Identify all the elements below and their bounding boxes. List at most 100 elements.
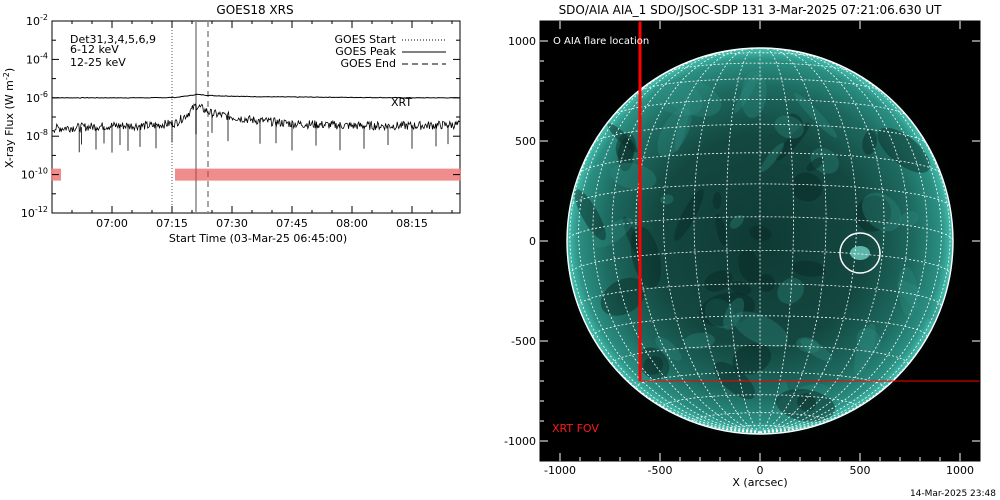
grid-line <box>698 52 822 59</box>
channel-label-det: Det31,3,4,5,6,9 <box>70 33 156 46</box>
disk-feature <box>757 274 776 292</box>
footer-timestamp: 14-Mar-2025 23:48 <box>910 489 996 499</box>
aia-x-axis-label: X (arcsec) <box>732 476 787 489</box>
xrt-label: XRT <box>391 96 412 109</box>
disk-feature <box>862 130 877 155</box>
xrt-observation-ticks <box>51 168 461 181</box>
disk-feature <box>662 77 722 117</box>
disk-feature <box>574 189 606 241</box>
y-tick-label: 10-2 <box>26 13 48 28</box>
legend-goes-peak-label: GOES Peak <box>335 45 396 58</box>
disk-feature <box>729 214 744 229</box>
disk-feature <box>777 277 804 304</box>
grid-line <box>592 315 928 337</box>
disk-feature <box>617 138 634 172</box>
grid-line <box>726 48 761 433</box>
x-tick-label: 08:15 <box>396 217 428 230</box>
disk-feature <box>897 280 946 324</box>
heliographic-grid <box>567 48 953 433</box>
goes-time-markers <box>171 21 209 213</box>
aia-x-tick-label: 500 <box>850 464 871 477</box>
y-tick-label: 10-10 <box>21 167 48 182</box>
disk-feature <box>777 379 791 434</box>
disk-feature <box>796 337 820 353</box>
disk-feature <box>600 277 646 316</box>
disk-feature <box>715 213 727 247</box>
disk-feature <box>797 393 817 412</box>
channel-label-6-12kev: 6-12 keV <box>70 43 119 56</box>
aia-y-tick-label: 1000 <box>508 35 536 48</box>
grid-line <box>569 87 761 433</box>
aia-x-axis: -1000 -500 0 500 1000 <box>544 21 974 477</box>
grid-line <box>578 60 761 433</box>
xrt-fov-box <box>639 21 980 382</box>
disk-feature <box>738 249 761 283</box>
goes-x-axis: 07:00 07:15 07:30 07:45 08:00 08:15 <box>51 21 453 230</box>
disk-feature <box>704 270 733 292</box>
legend-goes-start-label: GOES Start <box>335 33 397 46</box>
disk-feature <box>749 225 772 241</box>
grid-line <box>578 283 942 307</box>
disk-feature <box>734 73 758 113</box>
grid-line <box>567 216 953 242</box>
grid-line <box>635 48 761 433</box>
disk-feature <box>623 216 641 256</box>
disk-feature <box>705 298 735 328</box>
disk-feature <box>854 323 876 376</box>
x-tick-label: 08:00 <box>336 217 368 230</box>
x-tick-label: 07:15 <box>156 217 188 230</box>
goes-x-axis-label: Start Time (03-Mar-25 06:45:00) <box>169 232 347 245</box>
goes-series-line <box>52 93 461 99</box>
grid-line <box>759 48 794 433</box>
grid-line <box>693 48 761 433</box>
flare-location-marker <box>839 232 881 274</box>
disk-feature <box>861 192 902 232</box>
flare-brightening <box>850 246 870 260</box>
grid-line <box>663 394 857 407</box>
disk-feature <box>630 226 662 288</box>
disk-feature <box>899 211 919 227</box>
grid-line <box>611 50 761 433</box>
goes-series-2 <box>51 103 461 153</box>
grid-line <box>611 345 909 365</box>
grid-line <box>759 50 909 433</box>
grid-line <box>578 152 942 175</box>
disk-feature <box>683 332 715 350</box>
goes-xrs-chart: GOES18 XRS 10-2 10-4 10-6 10-8 10-10 10-12 07… <box>2 3 461 245</box>
aia-image-title: SDO/AIA AIA_1 SDO/JSOC-SDP 131 3-Mar-202… <box>559 3 943 17</box>
y-tick-label: 10-12 <box>21 205 48 220</box>
aia-x-tick-label: -500 <box>648 464 673 477</box>
legend-goes-end-label: GOES End <box>340 57 396 70</box>
y-tick-label: 10-6 <box>26 90 48 105</box>
grid-line <box>759 48 885 433</box>
disk-feature <box>760 142 784 173</box>
grid-line <box>759 48 827 433</box>
flare-legend-label: O AIA flare location <box>553 36 649 47</box>
goes-y-axis: 10-2 10-4 10-6 10-8 10-10 10-12 <box>21 13 460 220</box>
goes-chart-title: GOES18 XRS <box>216 3 293 17</box>
disk-feature <box>776 388 836 422</box>
solar-disk <box>567 48 953 434</box>
x-tick-label: 07:00 <box>96 217 128 230</box>
disk-feature <box>610 162 657 190</box>
aia-y-tick-label: -500 <box>511 335 536 348</box>
grid-line <box>759 60 942 433</box>
x-tick-label: 07:30 <box>216 217 248 230</box>
goes-legend: GOES Start GOES Peak GOES End <box>335 33 446 70</box>
disk-feature <box>723 297 745 330</box>
goes-y-axis-label: X-ray Flux (W m-2) <box>2 68 16 168</box>
solar-disk-texture <box>574 70 946 434</box>
disk-feature <box>660 194 674 205</box>
disk-feature <box>638 347 670 380</box>
disk-feature <box>877 127 931 173</box>
x-tick-label: 07:45 <box>276 217 308 230</box>
disk-feature <box>774 383 830 418</box>
disk-feature <box>732 343 772 375</box>
disk-feature <box>593 217 633 248</box>
disk-feature <box>794 92 837 138</box>
y-tick-label: 10-4 <box>26 51 48 66</box>
aia-image-background <box>540 21 980 461</box>
grid-line <box>693 412 827 421</box>
disk-feature <box>774 115 804 139</box>
grid-line <box>759 48 857 433</box>
